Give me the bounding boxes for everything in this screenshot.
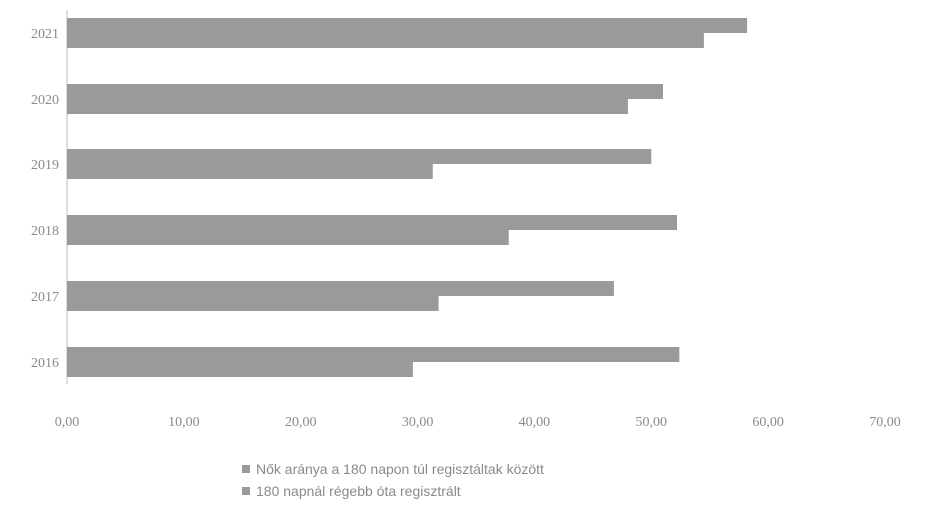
legend-label-series-1: Nők aránya a 180 napon túl regisztáltak … — [256, 461, 544, 477]
legend-item-series-2: 180 napnál régebb óta regisztrált — [242, 480, 544, 502]
x-tick-labels: 0,00 10,00 20,00 30,00 40,00 50,00 60,00 70,00 — [55, 415, 901, 430]
bar-2021-series-2 — [67, 33, 704, 48]
x-tick-label-7: 70,00 — [869, 415, 901, 430]
y-tick-labels: 2021 2020 2019 2018 2017 2016 — [31, 27, 59, 371]
x-tick-label-6: 60,00 — [752, 415, 784, 430]
bar-2019-series-2 — [67, 164, 433, 179]
legend-swatch-series-1 — [242, 465, 250, 473]
x-tick-label-3: 30,00 — [402, 415, 434, 430]
legend-label-series-2: 180 napnál régebb óta regisztrált — [256, 483, 461, 499]
legend-item-series-1: Nők aránya a 180 napon túl regisztáltak … — [242, 458, 544, 480]
bar-2020-series-1 — [67, 84, 663, 99]
y-tick-label-2017: 2017 — [31, 290, 59, 305]
bar-2017-series-1 — [67, 281, 614, 296]
x-tick-label-2: 20,00 — [285, 415, 317, 430]
y-tick-label-2016: 2016 — [31, 356, 59, 371]
y-tick-label-2019: 2019 — [31, 158, 59, 173]
bar-2018-series-2 — [67, 230, 509, 245]
bar-2016-series-2 — [67, 362, 413, 377]
x-tick-label-5: 50,00 — [636, 415, 668, 430]
legend: Nők aránya a 180 napon túl regisztáltak … — [242, 458, 544, 502]
bar-2018-series-1 — [67, 215, 677, 230]
bars-group — [67, 18, 748, 377]
y-tick-label-2021: 2021 — [31, 27, 59, 42]
legend-swatch-series-2 — [242, 487, 250, 495]
bar-2019-series-1 — [67, 149, 652, 164]
bar-2016-series-1 — [67, 347, 680, 362]
x-tick-label-1: 10,00 — [168, 415, 200, 430]
x-tick-label-4: 40,00 — [519, 415, 551, 430]
x-tick-label-0: 0,00 — [55, 415, 80, 430]
bar-2017-series-2 — [67, 296, 439, 311]
bar-2021-series-1 — [67, 18, 748, 33]
y-tick-label-2018: 2018 — [31, 224, 59, 239]
y-tick-label-2020: 2020 — [31, 93, 59, 108]
bar-2020-series-2 — [67, 99, 628, 114]
